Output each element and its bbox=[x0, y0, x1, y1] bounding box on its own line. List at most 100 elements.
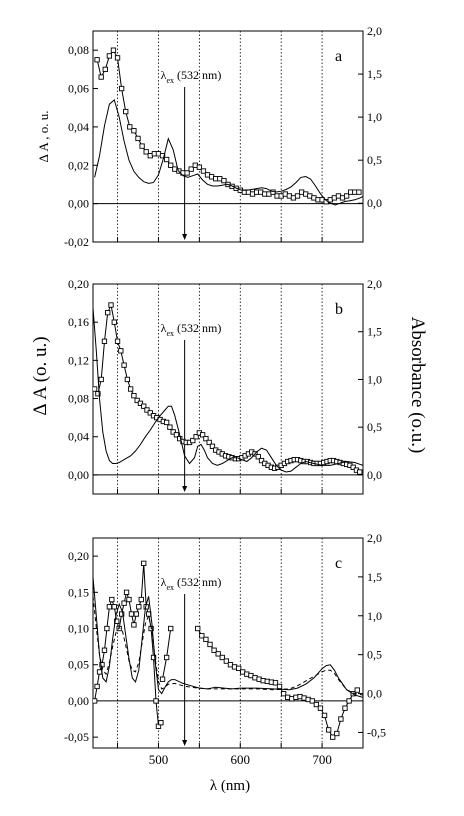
right-tick-label: 1,0 bbox=[367, 372, 382, 386]
data-point bbox=[141, 560, 147, 566]
right-tick-label: 1,5 bbox=[367, 325, 382, 339]
left-tick-label: 0,15 bbox=[68, 585, 89, 599]
left-tick-label: -0,02 bbox=[64, 235, 89, 249]
data-point bbox=[133, 611, 140, 617]
data-point bbox=[93, 386, 98, 392]
panel-a-left-axis-label: Δ A , o. u. bbox=[36, 110, 51, 162]
data-point bbox=[184, 170, 190, 176]
series-group bbox=[93, 560, 363, 740]
data-point bbox=[163, 654, 170, 661]
panel-a: -0,02 0,00 0,02 0,04 0,06 0,08 0,0 0,5 1,0 1,5 2,0… bbox=[36, 24, 382, 249]
left-tick-label: 0,00 bbox=[68, 197, 89, 211]
data-point bbox=[196, 164, 203, 170]
data-point bbox=[158, 720, 164, 726]
data-point bbox=[114, 55, 121, 61]
right-tick-label: 1,5 bbox=[367, 570, 382, 584]
data-point bbox=[98, 74, 104, 80]
x-axis-label: λ (nm) bbox=[210, 778, 250, 794]
left-tick-label: 0,00 bbox=[68, 694, 89, 708]
data-point bbox=[321, 712, 328, 719]
left-tick-label: 0,12 bbox=[68, 353, 89, 367]
data-point bbox=[159, 153, 166, 159]
data-point bbox=[173, 432, 180, 438]
data-point bbox=[309, 698, 315, 704]
data-point bbox=[123, 108, 129, 115]
excitation-label: λex (532 nm) bbox=[161, 68, 222, 85]
data-point bbox=[346, 698, 352, 704]
data-point bbox=[102, 66, 108, 73]
data-point bbox=[193, 434, 199, 440]
right-tick-label: 0,0 bbox=[367, 196, 382, 210]
data-point bbox=[221, 177, 227, 184]
data-point bbox=[141, 403, 147, 409]
data-point bbox=[167, 424, 173, 430]
data-point bbox=[118, 348, 124, 354]
delta-a-series-0 bbox=[94, 303, 360, 473]
left-tick-label: 0,08 bbox=[68, 392, 89, 406]
series-group bbox=[93, 302, 363, 475]
data-point bbox=[104, 625, 110, 632]
right-tick-label: 0,0 bbox=[367, 468, 382, 482]
x-tick-label: 600 bbox=[231, 752, 251, 767]
data-point bbox=[168, 625, 174, 632]
data-point bbox=[199, 432, 206, 438]
right-tick-label: 1,0 bbox=[367, 110, 382, 124]
excitation-label: λex (532 nm) bbox=[161, 575, 222, 592]
data-point bbox=[357, 469, 363, 475]
left-tick-label: 0,02 bbox=[68, 158, 89, 172]
data-point bbox=[127, 386, 134, 392]
data-point bbox=[135, 135, 141, 142]
left-tick-label: 0,06 bbox=[68, 82, 89, 96]
data-point bbox=[137, 400, 144, 406]
left-tick-label: 0,04 bbox=[68, 430, 89, 444]
data-point bbox=[95, 391, 101, 397]
data-point bbox=[136, 604, 142, 610]
data-point bbox=[116, 625, 122, 632]
delta-a-series-1 bbox=[162, 628, 172, 680]
x-tick-label: 700 bbox=[312, 752, 332, 767]
data-point bbox=[126, 596, 132, 603]
data-point bbox=[121, 600, 127, 606]
left-tick-label: 0,08 bbox=[68, 43, 89, 57]
left-tick-label: 0,00 bbox=[68, 468, 89, 482]
data-point bbox=[272, 680, 279, 686]
data-point bbox=[235, 665, 242, 671]
data-point bbox=[111, 319, 117, 325]
data-point bbox=[128, 611, 135, 617]
data-point bbox=[159, 676, 166, 682]
plot-frame bbox=[92, 30, 364, 243]
series-group bbox=[94, 47, 363, 206]
x-tick-label: 500 bbox=[149, 752, 169, 767]
data-point bbox=[111, 604, 117, 610]
left-tick-label: -0,05 bbox=[64, 730, 89, 744]
data-point bbox=[206, 439, 212, 446]
data-point bbox=[203, 636, 209, 643]
data-point bbox=[94, 57, 100, 63]
data-point bbox=[131, 128, 137, 134]
data-point bbox=[163, 156, 170, 163]
data-point bbox=[105, 309, 111, 316]
data-point bbox=[356, 189, 362, 195]
left-tick-label: 0,16 bbox=[68, 315, 89, 329]
right-axis-label: Absorbance (o.u.) bbox=[407, 317, 428, 454]
data-point bbox=[118, 85, 125, 92]
data-point bbox=[101, 338, 108, 344]
data-point bbox=[255, 454, 261, 460]
data-point bbox=[338, 716, 344, 722]
data-point bbox=[131, 393, 137, 399]
data-point bbox=[138, 596, 144, 603]
data-point bbox=[106, 604, 113, 610]
data-point bbox=[207, 641, 213, 648]
data-point bbox=[118, 611, 125, 617]
left-tick-label: 0,20 bbox=[68, 277, 89, 291]
data-point bbox=[96, 669, 103, 675]
data-point bbox=[313, 701, 320, 708]
data-point bbox=[294, 193, 301, 199]
absorbance-series-1 bbox=[94, 99, 363, 206]
data-point bbox=[94, 683, 100, 690]
data-point bbox=[209, 443, 216, 449]
data-point bbox=[139, 143, 145, 149]
data-point bbox=[354, 687, 360, 693]
left-tick-label: 0,10 bbox=[68, 622, 89, 636]
